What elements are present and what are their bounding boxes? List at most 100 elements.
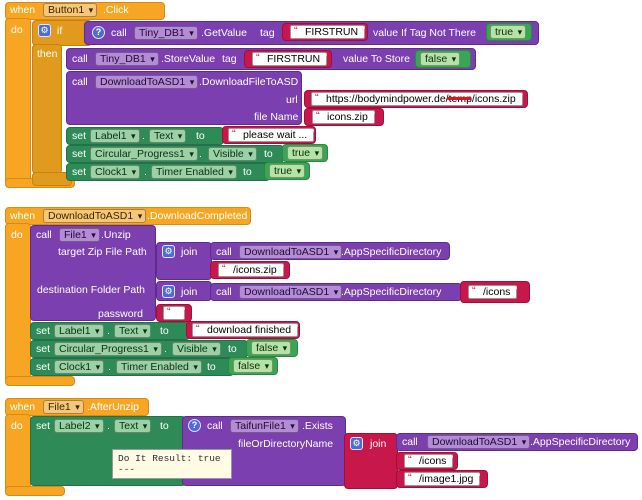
call-keyword: call	[216, 246, 232, 258]
timer-enabled-property-dropdown[interactable]: Timer Enabled	[116, 360, 202, 374]
tag-param-label: tag	[260, 27, 275, 39]
app-specific-directory-property: .AppSpecificDirectory	[530, 436, 631, 448]
clock1-component-dropdown[interactable]: Clock1	[54, 360, 105, 374]
help-icon[interactable]: ?	[92, 26, 105, 39]
image1-jpg-string[interactable]: /image1.jpg	[404, 472, 481, 486]
do-it-result-tooltip: Do It Result: true ---	[112, 449, 232, 479]
to-keyword: to	[207, 361, 216, 373]
download-completed-event-name: .DownloadCompleted	[147, 210, 248, 222]
mutator-gear-icon[interactable]: ⚙	[162, 285, 175, 298]
getvalue-method: .GetValue	[201, 27, 247, 39]
event-block-button1-body	[5, 18, 31, 186]
label2-component-dropdown[interactable]: Label2	[54, 419, 104, 433]
true-dropdown[interactable]: true	[490, 25, 527, 39]
file1-component-dropdown[interactable]: File1	[43, 400, 84, 414]
password-label: password	[98, 308, 143, 320]
dot-separator: .	[142, 130, 145, 142]
visible-property-dropdown[interactable]: Visible	[172, 342, 221, 356]
file1-component-dropdown[interactable]: File1	[59, 228, 100, 242]
true-dropdown[interactable]: true	[287, 146, 324, 160]
event-block-file1-body	[5, 414, 31, 492]
label1-component-dropdown[interactable]: Label1	[54, 324, 104, 338]
when-keyword: when	[10, 210, 36, 222]
text-property-dropdown[interactable]: Text	[149, 129, 187, 143]
call-keyword: call	[207, 420, 223, 432]
false-dropdown[interactable]: false	[233, 359, 274, 373]
value-if-tag-not-there-label: value If Tag Not There	[373, 27, 476, 39]
target-zip-file-path-label: target Zip File Path	[58, 246, 147, 258]
destination-folder-path-label: destination Folder Path	[37, 284, 145, 296]
download-finished-string[interactable]: download finished	[192, 323, 298, 337]
clock1-component-dropdown[interactable]: Clock1	[90, 165, 141, 179]
set-keyword: set	[36, 420, 51, 432]
firstrun-string[interactable]: FIRSTRUN	[252, 52, 327, 66]
downloadtoasd-component-dropdown[interactable]: DownloadToASD1	[95, 75, 199, 89]
app-specific-directory-property: .AppSpecificDirectory	[341, 286, 442, 298]
true-dropdown[interactable]: true	[269, 164, 306, 178]
icons-folder-string[interactable]: /icons	[468, 285, 518, 299]
do-keyword: do	[11, 24, 23, 36]
timer-enabled-property-dropdown[interactable]: Timer Enabled	[151, 165, 237, 179]
set-keyword: set	[72, 130, 87, 142]
mutator-gear-icon[interactable]: ⚙	[162, 245, 175, 258]
to-keyword: to	[196, 130, 205, 142]
firstrun-string[interactable]: FIRSTRUN	[290, 25, 365, 39]
join-keyword: join	[181, 286, 198, 298]
if-keyword: if	[57, 25, 63, 37]
call-keyword: call	[36, 229, 52, 241]
redaction-strike	[447, 97, 471, 100]
false-dropdown[interactable]: false	[251, 341, 292, 355]
please-wait-string[interactable]: please wait ...	[228, 128, 314, 142]
taifunfile-component-dropdown[interactable]: TaifunFile1	[230, 419, 299, 433]
url-string[interactable]: https://bodymindpower.de/temp/icons.zip	[311, 92, 523, 106]
file-name-param-label: file Name	[254, 111, 299, 123]
app-specific-directory-property: .AppSpecificDirectory	[341, 246, 442, 258]
join-keyword: join	[181, 246, 198, 258]
exists-method: .Exists	[302, 420, 333, 432]
when-keyword: when	[10, 4, 36, 16]
label1-component-dropdown[interactable]: Label1	[90, 129, 140, 143]
tag-param-label: tag	[222, 53, 237, 65]
downloadtoasd-component-dropdown[interactable]: DownloadToASD1	[239, 285, 343, 299]
call-keyword: call	[402, 436, 418, 448]
visible-property-dropdown[interactable]: Visible	[208, 147, 257, 161]
text-property-dropdown[interactable]: Text	[114, 419, 152, 433]
set-keyword: set	[36, 361, 51, 373]
text-property-dropdown[interactable]: Text	[114, 324, 152, 338]
do-keyword: do	[11, 420, 23, 432]
url-param-label: url	[286, 94, 298, 106]
download-file-to-asd-method: .DownloadFileToASD	[199, 76, 299, 88]
file-or-directory-name-label: fileOrDirectoryName	[238, 438, 334, 450]
downloadtoasd-component-dropdown[interactable]: DownloadToASD1	[427, 435, 531, 449]
tinydb-component-dropdown[interactable]: Tiny_DB1	[134, 26, 198, 40]
event-block-download-completed-body	[5, 223, 31, 383]
circular-progress-component-dropdown[interactable]: Circular_Progress1	[90, 147, 198, 161]
click-event-name: .Click	[103, 4, 129, 16]
help-icon[interactable]: ?	[188, 419, 201, 432]
file-name-string[interactable]: icons.zip	[312, 110, 375, 124]
downloadtoasd-component-dropdown[interactable]: DownloadToASD1	[239, 245, 343, 259]
storevalue-method: .StoreValue	[161, 53, 216, 65]
do-keyword: do	[11, 229, 23, 241]
password-empty-string[interactable]	[163, 306, 185, 320]
unzip-method: .Unzip	[101, 229, 131, 241]
then-keyword: then	[37, 48, 58, 60]
downloadtoasd-component-dropdown[interactable]: DownloadToASD1	[43, 209, 147, 223]
call-keyword: call	[216, 286, 232, 298]
tinydb-component-dropdown[interactable]: Tiny_DB1	[95, 52, 159, 66]
call-keyword: call	[72, 53, 88, 65]
false-dropdown[interactable]: false	[420, 52, 461, 66]
mutator-gear-icon[interactable]: ⚙	[38, 24, 51, 37]
after-unzip-event-name: .AfterUnzip	[87, 401, 139, 413]
event-block-download-completed-foot	[5, 376, 75, 386]
icons-zip-path-string[interactable]: /icons.zip	[218, 263, 284, 277]
dot-separator: .	[164, 343, 167, 355]
value-to-store-label: value To Store	[343, 53, 410, 65]
mutator-gear-icon[interactable]: ⚙	[350, 437, 363, 450]
set-keyword: set	[36, 325, 51, 337]
button1-component-dropdown[interactable]: Button1	[43, 3, 98, 17]
icons-folder-string[interactable]: /icons	[404, 454, 454, 468]
when-keyword: when	[10, 401, 36, 413]
set-keyword: set	[72, 166, 87, 178]
circular-progress-component-dropdown[interactable]: Circular_Progress1	[54, 342, 162, 356]
